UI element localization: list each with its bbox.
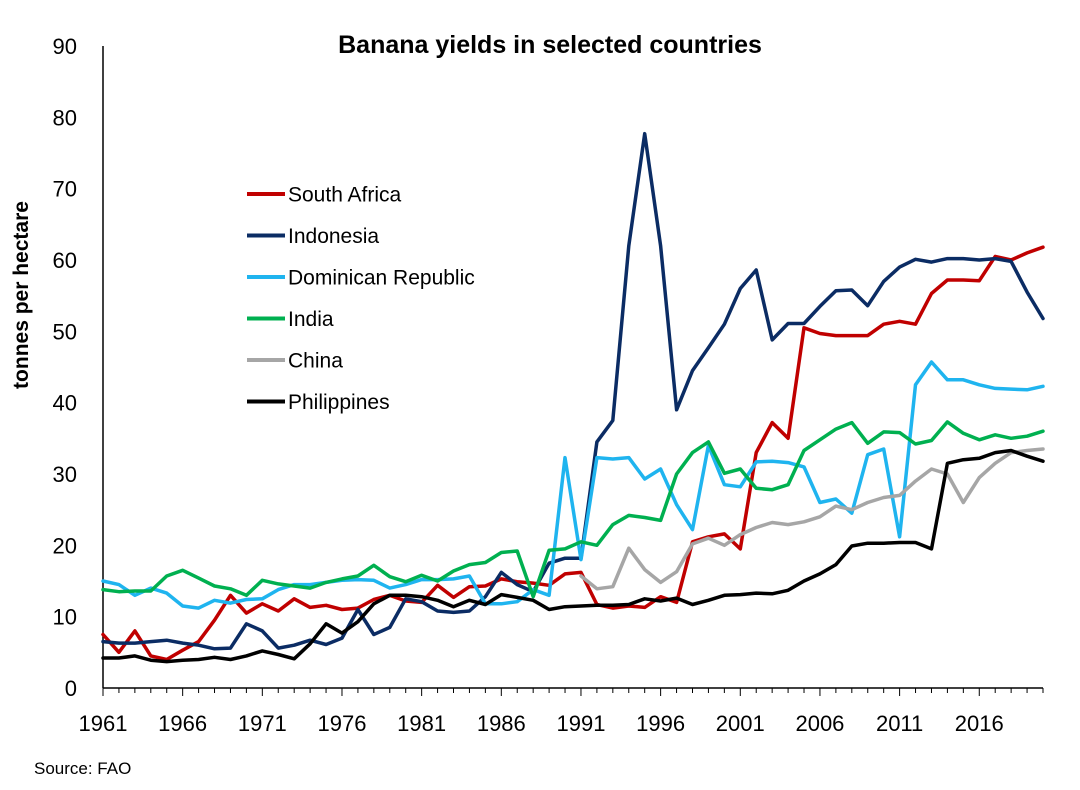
x-tick-label: 2001 bbox=[716, 711, 765, 736]
legend-label-south-africa: South Africa bbox=[288, 184, 402, 207]
series-lines bbox=[101, 131, 1045, 664]
y-tick-label: 30 bbox=[53, 462, 77, 487]
x-tick-label: 1966 bbox=[158, 711, 207, 736]
x-tick-label: 2016 bbox=[955, 711, 1004, 736]
y-tick-label: 70 bbox=[53, 177, 77, 202]
y-tick-label: 60 bbox=[53, 248, 77, 273]
x-tick-label: 1976 bbox=[318, 711, 367, 736]
series-line-south-africa bbox=[101, 245, 1045, 662]
chart-title: Banana yields in selected countries bbox=[338, 31, 762, 59]
y-tick-label: 80 bbox=[53, 105, 77, 130]
y-tick-label: 90 bbox=[53, 34, 77, 59]
legend-label-dominican-republic: Dominican Republic bbox=[288, 267, 475, 290]
x-tick-label: 2006 bbox=[795, 711, 844, 736]
source-note: Source: FAO bbox=[34, 759, 131, 778]
series-line-dominican-republic bbox=[101, 360, 1045, 610]
x-tick-label: 1991 bbox=[556, 711, 605, 736]
x-axis-ticks: 1961 1966 1971 1976 1981 1986 1991 1996 2001 2006… bbox=[79, 688, 1044, 736]
legend-label-philippines: Philippines bbox=[288, 391, 390, 414]
series-line-india bbox=[101, 420, 1045, 599]
x-tick-label: 2011 bbox=[876, 711, 923, 736]
x-tick-label: 1996 bbox=[636, 711, 685, 736]
x-tick-label: 1971 bbox=[238, 711, 287, 736]
y-tick-label: 0 bbox=[65, 676, 77, 701]
legend-label-china: China bbox=[288, 350, 343, 373]
x-tick-label: 1961 bbox=[79, 711, 128, 736]
y-tick-label: 50 bbox=[53, 319, 77, 344]
x-tick-label: 1986 bbox=[477, 711, 526, 736]
y-tick-label: 20 bbox=[53, 533, 77, 558]
y-axis-label: tonnes per hectare bbox=[10, 201, 33, 389]
legend-label-india: India bbox=[288, 308, 334, 331]
y-tick-label: 10 bbox=[53, 605, 77, 630]
legend: South Africa Indonesia Dominican Republic I… bbox=[247, 184, 475, 414]
series-line-philippines bbox=[101, 448, 1045, 664]
legend-label-indonesia: Indonesia bbox=[288, 225, 379, 248]
series-line-indonesia bbox=[101, 131, 1045, 651]
x-tick-label: 1981 bbox=[397, 711, 446, 736]
y-axis-ticks: 0 10 20 30 40 50 60 70 80 90 bbox=[53, 34, 77, 701]
series-line-china bbox=[579, 447, 1045, 591]
y-tick-label: 40 bbox=[53, 391, 77, 416]
